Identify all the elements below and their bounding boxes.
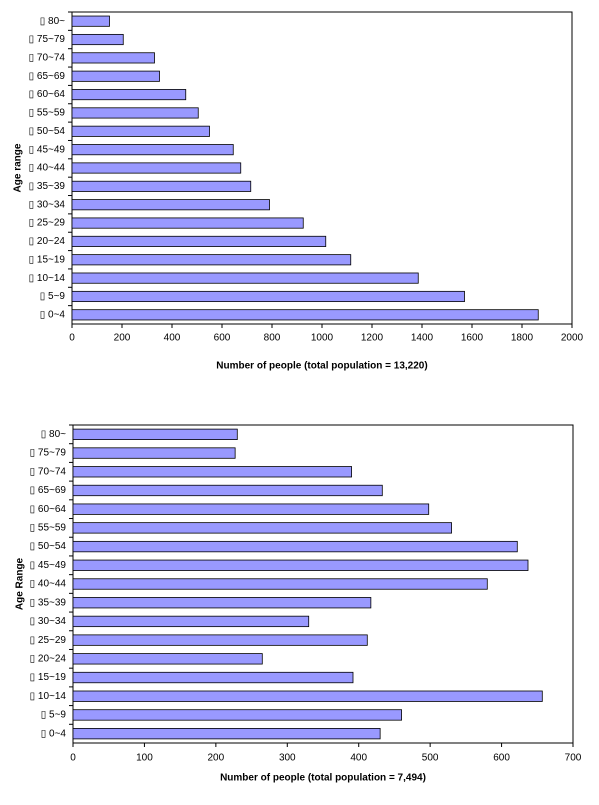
- y-axis-label: Age range: [13, 143, 24, 192]
- bar: [72, 653, 263, 665]
- y-tick-label: ▯ 10~14: [30, 691, 67, 702]
- x-tick-label: 500: [422, 753, 439, 764]
- y-tick-label: ▯ 65~69: [29, 71, 66, 82]
- bar: [71, 254, 352, 266]
- x-tick-label: 400: [164, 333, 181, 344]
- x-axis-label: Number of people (total population = 7,4…: [220, 773, 426, 784]
- y-tick-label: ▯ 35~39: [29, 181, 66, 192]
- bar: [71, 180, 252, 192]
- y-tick-label: ▯ 30~34: [29, 199, 66, 210]
- y-tick-label: ▯ 55~59: [29, 108, 66, 119]
- y-tick-label: ▯ 5~9: [41, 710, 67, 721]
- y-tick-label: ▯ 60~64: [29, 89, 66, 100]
- bar: [72, 709, 402, 721]
- bar: [71, 199, 270, 211]
- bar: [72, 559, 529, 571]
- x-tick-label: 1800: [511, 333, 534, 344]
- bar: [71, 125, 210, 137]
- x-tick-label: 200: [114, 333, 131, 344]
- bar: [71, 272, 419, 284]
- bar: [72, 428, 238, 440]
- x-tick-label: 1000: [311, 333, 334, 344]
- bar: [72, 615, 310, 628]
- y-tick-label: ▯ 40~44: [29, 163, 66, 174]
- bar: [71, 89, 187, 101]
- x-tick-label: 200: [208, 753, 225, 764]
- x-axis-label: Number of people (total population = 13,…: [216, 361, 427, 372]
- y-tick-label: ▯ 45~49: [30, 560, 67, 571]
- x-tick-label: 600: [214, 333, 231, 344]
- bar: [72, 671, 354, 684]
- bar: [72, 503, 430, 515]
- y-tick-label: ▯ 70~74: [29, 53, 66, 64]
- x-tick-label: 1600: [461, 333, 484, 344]
- y-tick-label: ▯ 80~: [40, 16, 65, 27]
- x-tick-label: 700: [565, 753, 582, 764]
- y-tick-label: ▯ 30~34: [30, 616, 67, 627]
- y-tick-label: ▯ 45~49: [29, 144, 66, 155]
- x-tick-label: 0: [70, 753, 76, 764]
- y-tick-label: ▯ 5~9: [40, 291, 66, 302]
- y-tick-label: ▯ 25~29: [29, 218, 66, 229]
- y-tick-label: ▯ 70~74: [30, 466, 67, 477]
- x-tick-label: 2000: [561, 333, 584, 344]
- y-tick-label: ▯ 50~54: [30, 541, 67, 552]
- bar: [72, 728, 381, 740]
- bar: [72, 484, 383, 497]
- bar: [71, 107, 199, 119]
- y-tick-label: ▯ 20~24: [29, 236, 66, 247]
- bar: [72, 522, 452, 534]
- y-tick-label: ▯ 80~: [41, 429, 66, 440]
- bar: [71, 70, 160, 82]
- bar: [72, 447, 236, 459]
- bar: [72, 690, 543, 702]
- bar: [71, 33, 124, 46]
- y-tick-label: ▯ 50~54: [29, 126, 66, 137]
- y-tick-label: ▯ 35~39: [30, 597, 67, 608]
- x-tick-label: 600: [493, 753, 510, 764]
- y-tick-label: ▯ 60~64: [30, 504, 67, 515]
- bar: [72, 597, 372, 609]
- x-tick-label: 400: [350, 753, 367, 764]
- y-tick-label: ▯ 15~19: [29, 254, 66, 265]
- bar: [72, 634, 368, 646]
- y-tick-label: ▯ 15~19: [30, 672, 67, 683]
- y-tick-label: ▯ 75~79: [30, 448, 67, 459]
- bar: [72, 466, 352, 478]
- bar: [71, 235, 327, 247]
- x-tick-label: 1400: [411, 333, 434, 344]
- x-tick-label: 300: [279, 753, 296, 764]
- y-tick-label: ▯ 55~59: [30, 523, 67, 534]
- bar: [71, 52, 155, 64]
- bar: [71, 15, 110, 27]
- bar: [72, 578, 488, 590]
- y-tick-label: ▯ 0~4: [41, 728, 67, 739]
- y-tick-label: ▯ 65~69: [30, 485, 67, 496]
- y-tick-label: ▯ 75~79: [29, 34, 66, 45]
- y-tick-label: ▯ 10~14: [29, 273, 66, 284]
- y-tick-label: ▯ 20~24: [30, 653, 67, 664]
- y-tick-label: ▯ 40~44: [30, 579, 67, 590]
- bar: [72, 540, 518, 553]
- x-tick-label: 800: [264, 333, 281, 344]
- y-tick-label: ▯ 0~4: [40, 309, 66, 320]
- bar: [71, 144, 234, 156]
- bar: [71, 290, 465, 303]
- x-tick-label: 0: [69, 333, 75, 344]
- x-tick-label: 100: [136, 753, 153, 764]
- x-tick-label: 1200: [361, 333, 384, 344]
- bar: [71, 162, 242, 174]
- y-tick-label: ▯ 25~29: [30, 635, 67, 646]
- y-axis-label: Age Range: [15, 557, 26, 610]
- bar: [71, 217, 304, 229]
- bar: [71, 309, 539, 321]
